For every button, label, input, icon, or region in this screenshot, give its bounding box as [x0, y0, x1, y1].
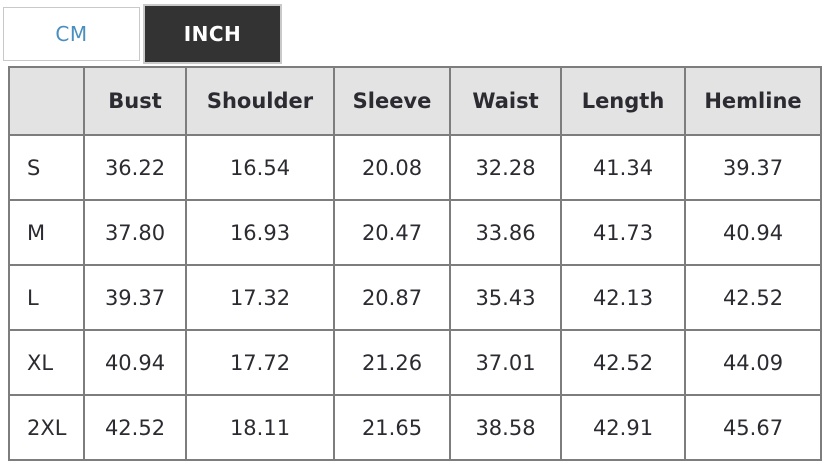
- table-row-l: L 39.37 17.32 20.87 35.43 42.13 42.52: [8, 264, 822, 331]
- value-cell: 38.58: [449, 394, 562, 461]
- value-cell: 33.86: [449, 199, 562, 266]
- value-cell: 39.37: [83, 264, 187, 331]
- value-cell: 18.11: [185, 394, 335, 461]
- column-header-bust: Bust: [83, 66, 187, 136]
- size-chart-table: Bust Shoulder Sleeve Waist Length Hemlin…: [8, 66, 822, 461]
- value-cell: 41.73: [560, 199, 686, 266]
- header-row: Bust Shoulder Sleeve Waist Length Hemlin…: [8, 66, 822, 136]
- value-cell: 42.91: [560, 394, 686, 461]
- value-cell: 40.94: [684, 199, 822, 266]
- column-header-sleeve: Sleeve: [333, 66, 451, 136]
- value-cell: 42.13: [560, 264, 686, 331]
- value-cell: 42.52: [560, 329, 686, 396]
- size-cell: M: [8, 199, 85, 266]
- column-header-hemline: Hemline: [684, 66, 822, 136]
- value-cell: 17.72: [185, 329, 335, 396]
- value-cell: 20.87: [333, 264, 451, 331]
- value-cell: 16.54: [185, 134, 335, 201]
- value-cell: 42.52: [83, 394, 187, 461]
- size-cell: 2XL: [8, 394, 85, 461]
- value-cell: 17.32: [185, 264, 335, 331]
- cm-tab-button[interactable]: CM: [3, 7, 140, 61]
- size-cell: S: [8, 134, 85, 201]
- value-cell: 37.01: [449, 329, 562, 396]
- value-cell: 40.94: [83, 329, 187, 396]
- value-cell: 20.08: [333, 134, 451, 201]
- table-row-2xl: 2XL 42.52 18.11 21.65 38.58 42.91 45.67: [8, 394, 822, 461]
- size-cell: L: [8, 264, 85, 331]
- value-cell: 20.47: [333, 199, 451, 266]
- table-row-m: M 37.80 16.93 20.47 33.86 41.73 40.94: [8, 199, 822, 266]
- value-cell: 37.80: [83, 199, 187, 266]
- column-header-size: [8, 66, 85, 136]
- table-row-s: S 36.22 16.54 20.08 32.28 41.34 39.37: [8, 134, 822, 201]
- value-cell: 36.22: [83, 134, 187, 201]
- value-cell: 16.93: [185, 199, 335, 266]
- value-cell: 35.43: [449, 264, 562, 331]
- value-cell: 39.37: [684, 134, 822, 201]
- size-cell: XL: [8, 329, 85, 396]
- column-header-length: Length: [560, 66, 686, 136]
- column-header-shoulder: Shoulder: [185, 66, 335, 136]
- inch-tab-button[interactable]: INCH: [143, 4, 282, 64]
- value-cell: 45.67: [684, 394, 822, 461]
- table-row-xl: XL 40.94 17.72 21.26 37.01 42.52 44.09: [8, 329, 822, 396]
- unit-toggle: CM INCH: [0, 0, 828, 66]
- value-cell: 44.09: [684, 329, 822, 396]
- value-cell: 32.28: [449, 134, 562, 201]
- value-cell: 21.65: [333, 394, 451, 461]
- value-cell: 21.26: [333, 329, 451, 396]
- column-header-waist: Waist: [449, 66, 562, 136]
- value-cell: 42.52: [684, 264, 822, 331]
- value-cell: 41.34: [560, 134, 686, 201]
